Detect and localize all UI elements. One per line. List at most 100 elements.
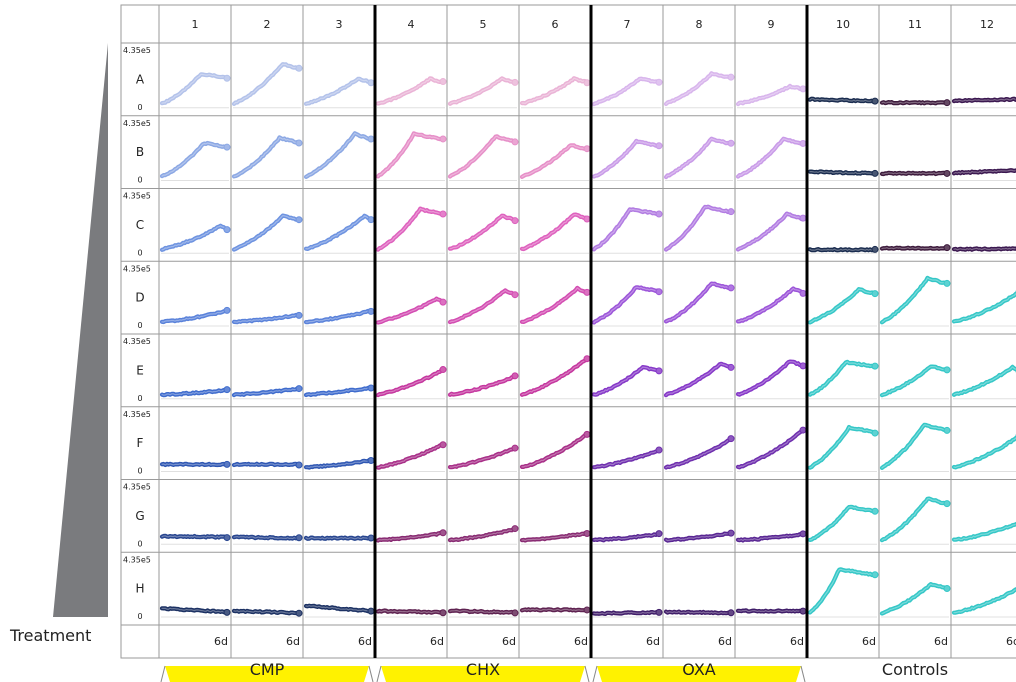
growth-curve-highlight-F6 [521, 433, 588, 468]
group-banner-cmp [165, 666, 369, 682]
growth-curve-highlight-G4 [377, 532, 444, 542]
growth-curve-highlight-E6 [521, 358, 588, 396]
column-label-10: 10 [836, 18, 850, 31]
x-end-label-9: 6d [790, 635, 804, 648]
row-label-G: G [135, 509, 144, 523]
growth-curve-highlight-A1 [161, 73, 228, 104]
growth-curve-highlight-F10 [809, 426, 876, 469]
growth-curve-highlight-G9 [737, 533, 804, 542]
growth-curve-end-B9 [799, 139, 807, 147]
row-label-B: B [136, 145, 144, 159]
y-max-label-G: 4.35e5 [123, 483, 151, 492]
growth-curve-end-E2 [295, 385, 303, 393]
growth-curve-end-H10 [871, 571, 879, 579]
growth-curve-highlight-H1 [161, 607, 228, 614]
growth-curve-highlight-A8 [665, 72, 732, 105]
y-min-label-B: 0 [137, 176, 142, 185]
group-banner-chx [381, 666, 585, 682]
growth-curve-E5 [447, 373, 518, 397]
growth-curve-end-F9 [799, 426, 807, 434]
growth-curve-highlight-E1 [161, 389, 228, 396]
growth-curve-highlight-A3 [305, 78, 372, 105]
growth-curve-highlight-A5 [449, 77, 516, 105]
growth-curve-highlight-D9 [737, 287, 804, 322]
growth-curve-highlight-H9 [737, 609, 804, 613]
growth-curve-highlight-H3 [305, 605, 372, 612]
growth-curve-E7 [591, 365, 662, 397]
growth-curve-highlight-C11 [881, 247, 948, 250]
growth-curve-highlight-B3 [305, 132, 372, 178]
y-min-label-E: 0 [137, 394, 142, 403]
growth-curve-end-B10 [871, 169, 879, 177]
growth-curve-highlight-F8 [665, 438, 732, 469]
growth-curve-end-D3 [367, 307, 375, 315]
growth-curve-highlight-F7 [593, 449, 660, 468]
column-label-9: 9 [768, 18, 775, 31]
column-label-4: 4 [408, 18, 415, 31]
growth-curve-end-G6 [583, 529, 591, 537]
growth-curve-end-C4 [439, 210, 447, 218]
growth-curve-end-A10 [871, 97, 879, 105]
growth-curve-D9 [735, 286, 806, 324]
column-label-2: 2 [264, 18, 271, 31]
banner-edge [368, 665, 374, 682]
growth-curve-highlight-D8 [665, 283, 732, 322]
growth-curve-highlight-H10 [809, 568, 876, 614]
growth-curve-end-B8 [727, 139, 735, 147]
growth-curve-highlight-D2 [233, 314, 300, 323]
growth-curve-end-E9 [799, 362, 807, 370]
growth-curve-F9 [735, 428, 806, 470]
growth-curve-end-B11 [943, 169, 951, 177]
growth-curve-end-A8 [727, 73, 735, 81]
growth-curve-end-B3 [367, 135, 375, 143]
growth-curve-highlight-G8 [665, 532, 732, 542]
x-end-label-10: 6d [862, 635, 876, 648]
column-label-12: 12 [980, 18, 994, 31]
x-end-label-5: 6d [502, 635, 516, 648]
growth-curve-highlight-D7 [593, 286, 660, 324]
growth-curve-highlight-B5 [449, 135, 516, 178]
growth-curve-end-B5 [511, 138, 519, 146]
growth-curve-end-G3 [367, 534, 375, 542]
growth-curve-highlight-C1 [161, 225, 228, 251]
growth-curve-highlight-H11 [881, 583, 948, 615]
row-label-F: F [137, 436, 144, 450]
growth-curve-end-F8 [727, 435, 735, 443]
growth-curve-end-B6 [583, 145, 591, 153]
growth-curve-end-E3 [367, 384, 375, 392]
row-label-C: C [136, 218, 144, 232]
growth-curve-end-D11 [943, 279, 951, 287]
x-end-label-7: 6d [646, 635, 660, 648]
growth-curve-highlight-E9 [737, 361, 804, 396]
growth-curve-G12 [951, 521, 1016, 542]
growth-curve-highlight-B2 [233, 136, 300, 177]
growth-curve-F8 [663, 436, 734, 470]
column-label-8: 8 [696, 18, 703, 31]
growth-curve-end-H3 [367, 607, 375, 615]
growth-curve-highlight-C8 [665, 206, 732, 251]
y-max-label-H: 4.35e5 [123, 555, 151, 564]
growth-curve-highlight-D5 [449, 289, 516, 323]
y-min-label-C: 0 [137, 248, 142, 257]
growth-curve-highlight-D12 [953, 293, 1016, 322]
growth-curve-end-E7 [655, 367, 663, 375]
growth-curve-end-C6 [583, 215, 591, 223]
growth-curve-end-C10 [871, 245, 879, 253]
growth-curve-end-A5 [511, 78, 519, 86]
growth-curve-highlight-E4 [377, 369, 444, 396]
x-end-label-2: 6d [286, 635, 300, 648]
growth-curve-end-A4 [439, 78, 447, 86]
row-label-E: E [136, 363, 144, 377]
growth-curve-highlight-A6 [521, 77, 588, 105]
growth-curve-highlight-F3 [305, 459, 372, 469]
y-min-label-F: 0 [137, 467, 142, 476]
growth-curve-highlight-E10 [809, 361, 876, 396]
growth-curve-end-G11 [943, 500, 951, 508]
growth-curve-highlight-H2 [233, 610, 300, 614]
growth-curve-end-A2 [295, 64, 303, 72]
growth-curve-end-G2 [295, 534, 303, 542]
growth-curve-highlight-B4 [377, 132, 444, 177]
y-min-label-D: 0 [137, 321, 142, 330]
y-max-label-A: 4.35e5 [123, 46, 151, 55]
group-label-controls: Controls [882, 660, 948, 679]
